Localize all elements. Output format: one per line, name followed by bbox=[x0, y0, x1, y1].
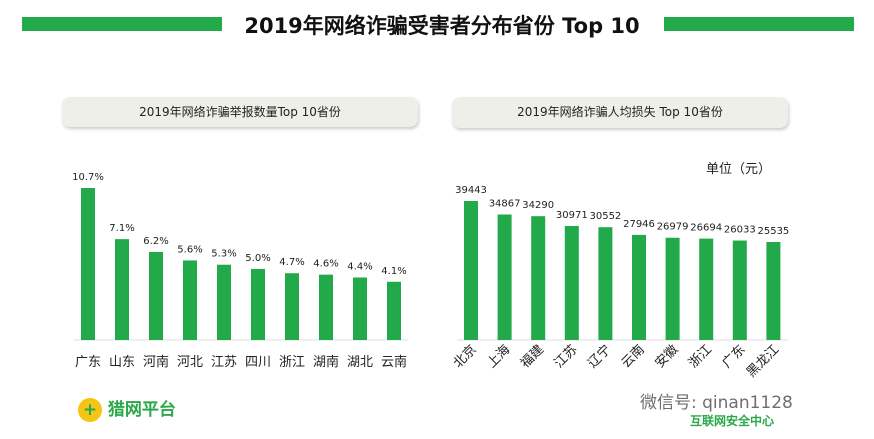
bar-云南 bbox=[387, 281, 401, 340]
category-label: 山东 bbox=[109, 355, 135, 370]
left-logo-text: 猎网平台 bbox=[107, 400, 176, 420]
category-label: 安徽 bbox=[652, 342, 681, 371]
bar-福建 bbox=[531, 216, 546, 340]
data-label: 4.7% bbox=[279, 257, 304, 268]
data-label: 10.7% bbox=[72, 172, 104, 183]
data-label: 4.6% bbox=[313, 259, 338, 270]
bar-云南 bbox=[632, 234, 646, 340]
category-label: 河北 bbox=[177, 355, 203, 370]
category-label: 浙江 bbox=[279, 355, 305, 370]
bar-浙江 bbox=[699, 238, 714, 340]
data-label: 34867 bbox=[489, 198, 521, 209]
bar-上海 bbox=[497, 214, 512, 340]
category-label: 云南 bbox=[381, 354, 407, 370]
bar-河北 bbox=[183, 260, 197, 340]
right-chart-title: 2019年网络诈骗人均损失 Top 10省份 bbox=[452, 97, 788, 128]
category-label: 云南 bbox=[618, 342, 648, 372]
data-label: 25535 bbox=[757, 226, 789, 237]
data-label: 4.4% bbox=[347, 261, 372, 272]
bar-四川 bbox=[251, 268, 265, 340]
category-label: 上海 bbox=[484, 342, 513, 371]
category-label: 北京 bbox=[451, 342, 480, 371]
data-label: 5.0% bbox=[245, 253, 270, 264]
bar-湖南 bbox=[319, 274, 333, 340]
category-label: 河南 bbox=[143, 354, 169, 370]
bar-广东 bbox=[732, 240, 747, 340]
title-bar-left bbox=[22, 17, 222, 31]
category-label: 广东 bbox=[75, 355, 101, 370]
left-chart-title: 2019年网络诈骗举报数量Top 10省份 bbox=[62, 97, 418, 127]
bar-安徽 bbox=[665, 237, 680, 340]
bar-黑龙江 bbox=[766, 242, 781, 340]
category-label: 黑龙江 bbox=[744, 342, 782, 380]
data-label: 27946 bbox=[623, 219, 655, 230]
category-label: 湖北 bbox=[347, 355, 373, 370]
bar-湖北 bbox=[353, 277, 367, 340]
page-title: 2019年网络诈骗受害者分布省份 Top 10 bbox=[244, 14, 640, 38]
bar-浙江 bbox=[285, 273, 299, 340]
category-label: 江苏 bbox=[551, 342, 581, 372]
bar-山东 bbox=[115, 239, 129, 340]
category-label: 辽宁 bbox=[585, 342, 615, 372]
shield-plus-icon: + bbox=[78, 398, 102, 422]
data-label: 5.6% bbox=[177, 244, 202, 255]
data-label: 30552 bbox=[589, 211, 621, 222]
bar-北京 bbox=[464, 201, 478, 340]
left-logo: + 猎网平台 bbox=[78, 395, 176, 422]
bar-江苏 bbox=[217, 264, 231, 340]
right-logo: 互联网安全中心 bbox=[690, 414, 775, 428]
data-label: 26694 bbox=[690, 223, 722, 234]
data-label: 26033 bbox=[724, 225, 756, 236]
data-label: 26979 bbox=[657, 222, 689, 233]
category-label: 浙江 bbox=[686, 342, 715, 371]
data-label: 39443 bbox=[455, 185, 487, 196]
category-label: 湖南 bbox=[313, 354, 339, 370]
category-label: 广东 bbox=[720, 342, 749, 371]
category-label: 四川 bbox=[245, 355, 271, 370]
bar-河南 bbox=[149, 251, 163, 340]
data-label: 5.3% bbox=[211, 249, 236, 260]
category-label: 江苏 bbox=[211, 354, 237, 370]
data-label: 34290 bbox=[522, 200, 554, 211]
unit-label: 单位（元） bbox=[706, 162, 772, 177]
title-bar-right bbox=[664, 17, 854, 31]
data-label: 7.1% bbox=[109, 223, 134, 234]
watermark: 微信号: qinan1128 bbox=[640, 393, 793, 413]
bar-辽宁 bbox=[598, 227, 613, 340]
data-label: 6.2% bbox=[143, 236, 168, 247]
data-label: 30971 bbox=[556, 210, 588, 221]
category-label: 福建 bbox=[518, 342, 547, 371]
bar-江苏 bbox=[564, 225, 579, 340]
data-label: 4.1% bbox=[381, 266, 406, 277]
bar-广东 bbox=[81, 188, 95, 340]
